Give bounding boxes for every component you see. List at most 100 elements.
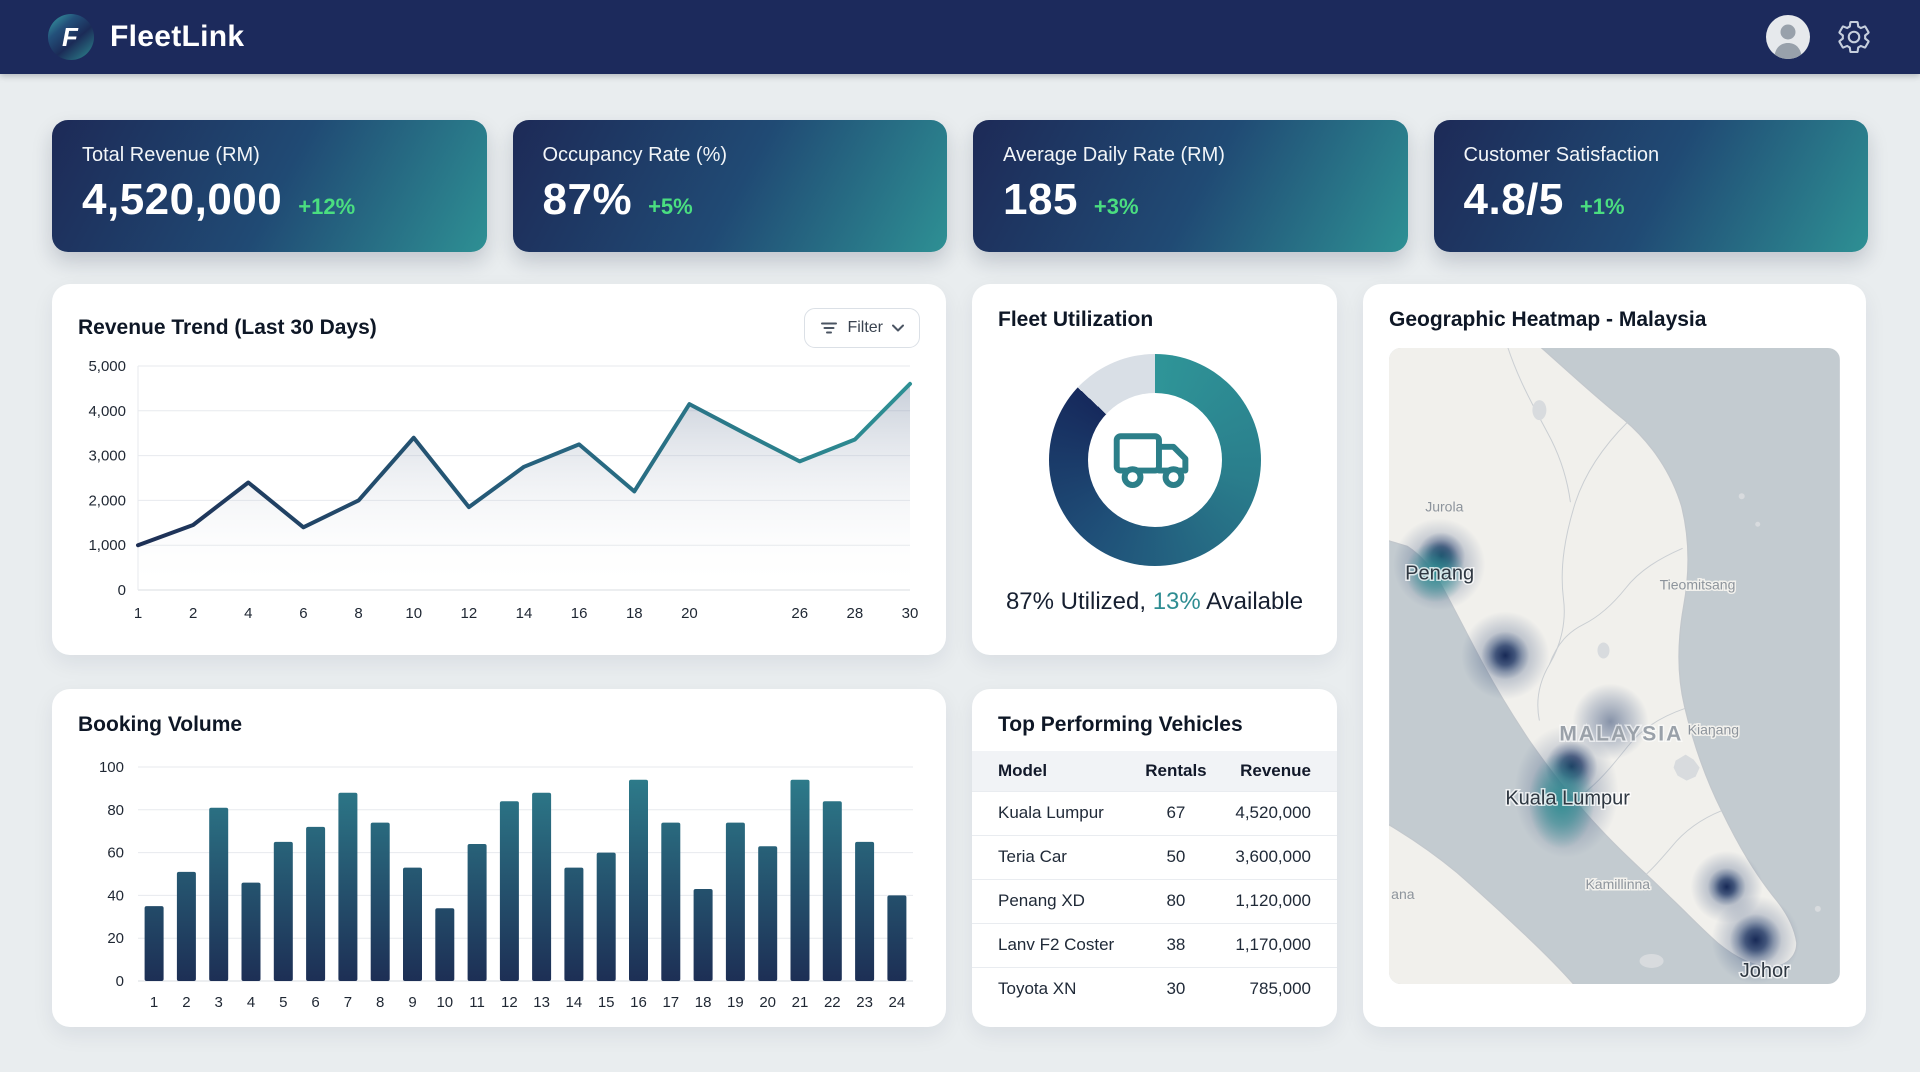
svg-text:14: 14	[566, 994, 583, 1011]
logo-letter: F	[62, 21, 78, 52]
dashboard-grid: Revenue Trend (Last 30 Days) Filter 0 1,0…	[52, 284, 1868, 1027]
map-label-tieomitsang: Tieomitsang	[1660, 576, 1736, 592]
col-model: Model	[972, 751, 1133, 791]
map-labels: Jurola Penang Tieomitsang MALAYSIA Kiaŋa…	[1390, 497, 1792, 984]
filter-label: Filter	[847, 319, 883, 336]
svg-text:30: 30	[902, 605, 919, 622]
top-vehicles-title: Top Performing Vehicles	[998, 713, 1243, 736]
svg-text:80: 80	[107, 802, 124, 819]
heatmap-title: Geographic Heatmap - Malaysia	[1389, 308, 1707, 331]
map-label-ana: ana	[1391, 886, 1415, 902]
svg-text:8: 8	[354, 605, 362, 622]
utilized-text: 87% Utilized,	[1005, 588, 1147, 615]
top-vehicles-table: Model Rentals Revenue Kuala Lumpur 67 4,…	[972, 751, 1337, 1011]
svg-text:24: 24	[889, 994, 906, 1011]
svg-text:100: 100	[99, 759, 124, 776]
svg-text:13: 13	[533, 994, 550, 1011]
svg-text:2: 2	[182, 994, 190, 1011]
navbar: F FleetLink	[0, 0, 1920, 74]
sumatra-landmass	[1389, 824, 1575, 984]
svg-text:18: 18	[626, 605, 643, 622]
cell-revenue: 1,170,000	[1218, 922, 1337, 967]
cell-rentals: 50	[1132, 834, 1219, 879]
brand-name: FleetLink	[110, 20, 245, 53]
filter-button[interactable]: Filter	[804, 308, 920, 348]
svg-text:4,000: 4,000	[88, 403, 126, 420]
kpi-delta: +5%	[648, 194, 693, 219]
svg-text:9: 9	[408, 994, 416, 1011]
kpi-value: 4.8/5	[1463, 175, 1564, 224]
svg-text:2,000: 2,000	[88, 492, 126, 509]
table-row: Lanv F2 Coster 38 1,170,000	[972, 922, 1337, 967]
cell-revenue: 1,120,000	[1218, 878, 1337, 923]
fleet-utilization-donut	[1048, 354, 1261, 566]
svg-text:5,000: 5,000	[88, 358, 126, 375]
geographic-heatmap-card: Geographic Heatmap - Malaysia	[1363, 284, 1866, 1027]
svg-text:3: 3	[215, 994, 223, 1011]
svg-text:40: 40	[107, 887, 124, 904]
available-text: Available	[1206, 588, 1304, 615]
truck-icon	[1113, 433, 1188, 489]
malaysia-map: Jurola Penang Tieomitsang MALAYSIA Kiaŋa…	[1389, 348, 1840, 984]
settings-gear-icon[interactable]	[1836, 19, 1872, 55]
fleet-utilization-caption: 87% Utilized, 13% Available	[1006, 588, 1303, 616]
svg-text:8: 8	[376, 994, 384, 1011]
map-label-malaysia: MALAYSIA	[1559, 723, 1683, 746]
svg-text:1,000: 1,000	[88, 537, 126, 554]
svg-text:60: 60	[107, 845, 124, 862]
cell-rentals: 30	[1132, 966, 1219, 1011]
svg-text:15: 15	[598, 994, 615, 1011]
svg-text:14: 14	[516, 605, 533, 622]
svg-text:16: 16	[571, 605, 588, 622]
kpi-delta: +12%	[298, 194, 356, 219]
map-label-penang: Penang	[1405, 562, 1474, 584]
kpi-card-occupancy-rate: Occupancy Rate (%) 87% +5%	[512, 120, 947, 252]
cell-model: Kuala Lumpur	[972, 790, 1133, 835]
svg-text:20: 20	[759, 994, 776, 1011]
fleet-utilization-card: Fleet Utilization 87% Utilized, 13%	[972, 284, 1337, 655]
svg-text:21: 21	[792, 994, 809, 1011]
kpi-title: Occupancy Rate (%)	[542, 144, 728, 166]
svg-text:7: 7	[344, 994, 352, 1011]
table-row: Teria Car 50 3,600,000	[972, 834, 1337, 879]
cell-model: Lanv F2 Coster	[972, 922, 1133, 967]
kpi-row: Total Revenue (RM) 4,520,000 +12% Occupa…	[52, 120, 1868, 252]
svg-text:1: 1	[150, 994, 158, 1011]
svg-text:12: 12	[501, 994, 518, 1011]
col-rentals: Rentals	[1132, 751, 1219, 791]
filter-lines-icon	[821, 322, 838, 334]
table-header-row: Model Rentals Revenue	[972, 751, 1337, 791]
svg-text:19: 19	[727, 994, 744, 1011]
cell-revenue: 4,520,000	[1218, 790, 1337, 835]
fleetlink-logo-icon: F	[48, 14, 94, 60]
revenue-trend-card: Revenue Trend (Last 30 Days) Filter 0 1,0…	[52, 284, 946, 655]
malaysia-map-svg: Jurola Penang Tieomitsang MALAYSIA Kiaŋa…	[1389, 348, 1840, 984]
svg-text:0: 0	[116, 973, 124, 990]
cell-revenue: 3,600,000	[1218, 834, 1337, 879]
revenue-trend-title: Revenue Trend (Last 30 Days)	[78, 316, 377, 339]
svg-text:20: 20	[681, 605, 698, 622]
svg-text:4: 4	[244, 605, 252, 622]
user-avatar[interactable]	[1766, 15, 1810, 59]
svg-text:5: 5	[279, 994, 287, 1011]
chevron-down-icon	[892, 324, 904, 332]
dashboard: Total Revenue (RM) 4,520,000 +12% Occupa…	[0, 120, 1920, 1027]
svg-text:12: 12	[461, 605, 478, 622]
svg-text:3,000: 3,000	[88, 448, 126, 465]
svg-text:2: 2	[189, 605, 197, 622]
svg-text:11: 11	[469, 994, 485, 1011]
svg-text:18: 18	[695, 994, 712, 1011]
brand[interactable]: F FleetLink	[48, 14, 244, 60]
cell-model: Toyota XN	[972, 966, 1133, 1011]
map-label-kamillinna: Kamillinna	[1585, 876, 1650, 892]
cell-rentals: 67	[1132, 790, 1219, 835]
kpi-delta: +3%	[1093, 194, 1139, 219]
svg-text:6: 6	[311, 994, 319, 1011]
svg-text:16: 16	[630, 994, 647, 1011]
donut-hole	[1087, 393, 1222, 527]
navbar-actions	[1766, 15, 1872, 59]
kpi-delta: +1%	[1579, 194, 1625, 219]
kpi-card-total-revenue: Total Revenue (RM) 4,520,000 +12%	[52, 120, 487, 252]
map-label-kianang: Kiaŋang	[1688, 722, 1739, 738]
fleet-utilization-title: Fleet Utilization	[998, 308, 1154, 331]
